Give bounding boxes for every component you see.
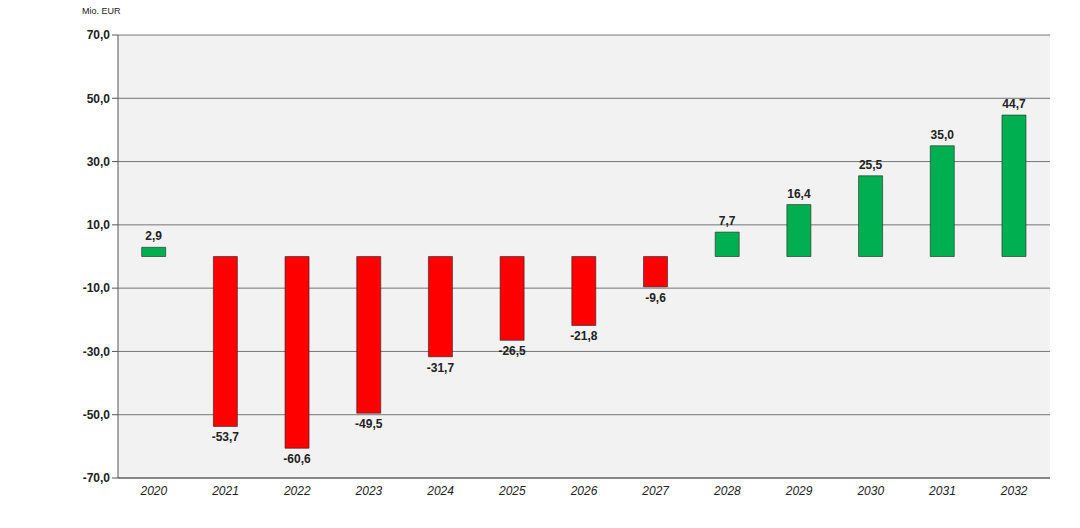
svg-text:-50,0: -50,0 [83,408,111,422]
svg-text:2,9: 2,9 [145,229,162,243]
html-text:Mio. EUR: Mio. EUR [82,6,121,16]
svg-text:2029: 2029 [785,484,813,498]
svg-text:70,0: 70,0 [87,28,111,42]
svg-text:30,0: 30,0 [87,155,111,169]
svg-text:2021: 2021 [211,484,239,498]
svg-text:2026: 2026 [570,484,598,498]
svg-text:2031: 2031 [928,484,956,498]
svg-text:2020: 2020 [139,484,167,498]
svg-text:-53,7: -53,7 [212,430,240,444]
svg-text:2022: 2022 [283,484,311,498]
svg-text:50,0: 50,0 [87,92,111,106]
svg-text:44,7: 44,7 [1002,97,1026,111]
svg-text:-31,7: -31,7 [427,361,455,375]
svg-text:2030: 2030 [856,484,884,498]
svg-text:-60,6: -60,6 [283,452,311,466]
svg-text:-70,0: -70,0 [83,471,111,485]
svg-text:-49,5: -49,5 [355,417,383,431]
svg-text:-26,5: -26,5 [498,344,526,358]
svg-text:25,5: 25,5 [859,158,883,172]
svg-text:2032: 2032 [1000,484,1028,498]
svg-text:2027: 2027 [641,484,670,498]
svg-text:-10,0: -10,0 [83,281,111,295]
svg-text:-9,6: -9,6 [645,291,666,305]
svg-text:16,4: 16,4 [787,187,811,201]
svg-text:2025: 2025 [498,484,526,498]
svg-text:7,7: 7,7 [719,214,736,228]
svg-text:-21,8: -21,8 [570,329,598,343]
svg-text:2024: 2024 [426,484,454,498]
svg-text:35,0: 35,0 [931,128,955,142]
svg-text:-30,0: -30,0 [83,345,111,359]
svg-text:10,0: 10,0 [87,218,111,232]
svg-text:2023: 2023 [355,484,383,498]
svg-text:2028: 2028 [713,484,741,498]
